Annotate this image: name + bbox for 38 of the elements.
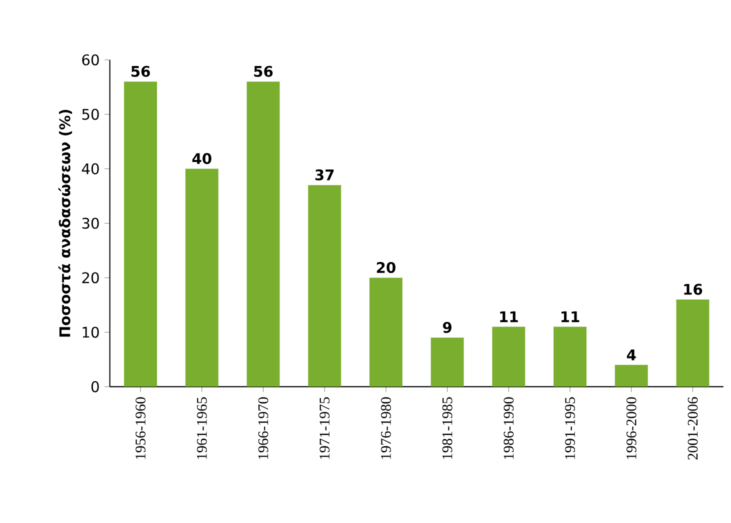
y-tick-label: 10 [82, 326, 99, 338]
y-tick-label: 60 [82, 54, 99, 66]
y-axis-title: Ποσοστά αναδασώσεων (%) [58, 110, 72, 337]
data-label: 37 [315, 170, 334, 181]
data-label: 9 [442, 322, 452, 334]
x-tick-label: 1956-1960 [136, 397, 146, 460]
bar [369, 278, 402, 387]
data-label: 40 [192, 153, 212, 164]
data-label: 11 [561, 312, 580, 322]
bar [246, 82, 280, 387]
x-tick-label: 1961-1965 [196, 397, 207, 460]
y-tick-label: 50 [82, 108, 99, 120]
bar [124, 82, 157, 387]
bar [554, 326, 587, 387]
x-tick-label: 1966-1970 [258, 397, 268, 460]
x-tick-label: 2001-2006 [688, 397, 698, 460]
data-label: 56 [131, 66, 150, 78]
bar [308, 185, 342, 387]
y-tick-label: 30 [82, 218, 99, 229]
y-tick-label: 20 [82, 272, 99, 284]
x-tick-label: 1981-1985 [442, 397, 452, 460]
y-tick-label: 0 [91, 381, 99, 392]
x-tick-label: 1986-1990 [504, 397, 514, 460]
data-label: 56 [254, 66, 273, 78]
data-label: 4 [626, 350, 636, 360]
bar [185, 168, 218, 387]
x-tick-label: 1976-1980 [381, 397, 391, 460]
y-tick-label: 40 [82, 163, 99, 174]
x-tick-label: 1991-1995 [565, 397, 575, 460]
bar [614, 365, 648, 387]
data-label: 11 [500, 312, 518, 322]
bar [492, 326, 526, 387]
data-label: 16 [684, 284, 702, 295]
bar [430, 338, 464, 387]
x-tick-label: 1996-2000 [626, 397, 636, 460]
bar [676, 300, 710, 387]
data-label: 20 [376, 262, 396, 274]
x-tick-label: 1971-1975 [320, 397, 330, 460]
